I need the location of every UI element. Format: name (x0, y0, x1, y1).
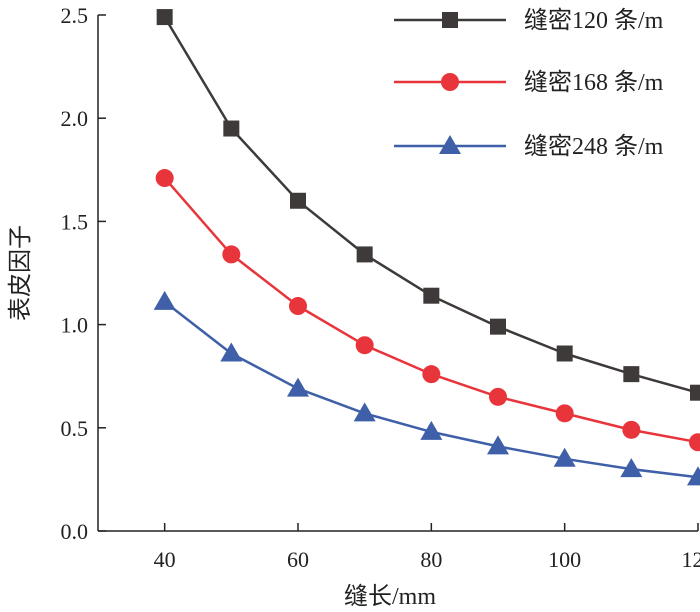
series-line (163, 300, 699, 479)
data-point (223, 120, 240, 137)
legend-marker (441, 73, 459, 91)
legend-item-1: 缝密120 条/m (394, 7, 664, 34)
series-3 (153, 290, 700, 486)
data-point (423, 287, 440, 304)
series-2 (155, 169, 700, 452)
legend-item-3: 缝密248 条/m (394, 133, 664, 160)
y-tick-label: 0.5 (61, 416, 89, 441)
data-point (355, 336, 374, 355)
y-axis-title: 表皮因子 (7, 225, 34, 321)
legend-marker (439, 135, 461, 154)
ticks: 0.0 0.5 1.0 1.5 2.0 2.5 40 60 80 100 120 (61, 3, 700, 572)
series-layer (153, 9, 700, 486)
data-point (153, 290, 176, 310)
legend-marker (442, 12, 458, 28)
data-point (220, 342, 243, 362)
x-axis-title: 缝长/mm (344, 583, 436, 610)
data-point (290, 192, 306, 209)
x-tick-label: 100 (548, 547, 581, 572)
data-point (420, 420, 443, 440)
y-tick-label: 2.0 (61, 106, 89, 131)
series-line (163, 177, 699, 444)
data-point (622, 420, 641, 439)
data-point (155, 169, 174, 188)
x-tick-label: 60 (287, 547, 309, 572)
data-point (687, 466, 700, 486)
legend-label: 缝密248 条/m (524, 133, 664, 160)
legend-item-2: 缝密168 条/m (394, 69, 664, 96)
y-tick-label: 1.0 (61, 313, 89, 338)
data-point (222, 245, 241, 264)
data-point (690, 384, 700, 401)
data-point (689, 433, 700, 452)
data-point (553, 447, 576, 467)
x-tick-label: 120 (682, 547, 700, 572)
data-point (156, 9, 173, 26)
data-point (422, 365, 441, 384)
data-point (353, 402, 376, 422)
data-point (489, 387, 507, 406)
data-point (356, 246, 373, 263)
legend-label: 缝密120 条/m (524, 7, 664, 34)
data-point (490, 318, 506, 335)
data-point (620, 458, 643, 478)
data-point (623, 366, 640, 383)
x-tick-label: 40 (154, 547, 176, 572)
data-point (287, 377, 309, 397)
y-tick-label: 2.5 (61, 3, 89, 28)
y-tick-label: 1.5 (61, 209, 89, 234)
legend-label: 缝密168 条/m (524, 69, 664, 96)
legend: 缝密120 条/m 缝密168 条/m 缝密248 条/m (394, 7, 664, 160)
x-tick-label: 80 (420, 547, 442, 572)
data-point (289, 297, 307, 316)
axes (97, 15, 698, 532)
y-tick-label: 0.0 (61, 519, 89, 544)
series-1 (156, 9, 700, 401)
data-point (487, 435, 509, 455)
data-point (556, 345, 573, 362)
data-point (555, 404, 574, 423)
